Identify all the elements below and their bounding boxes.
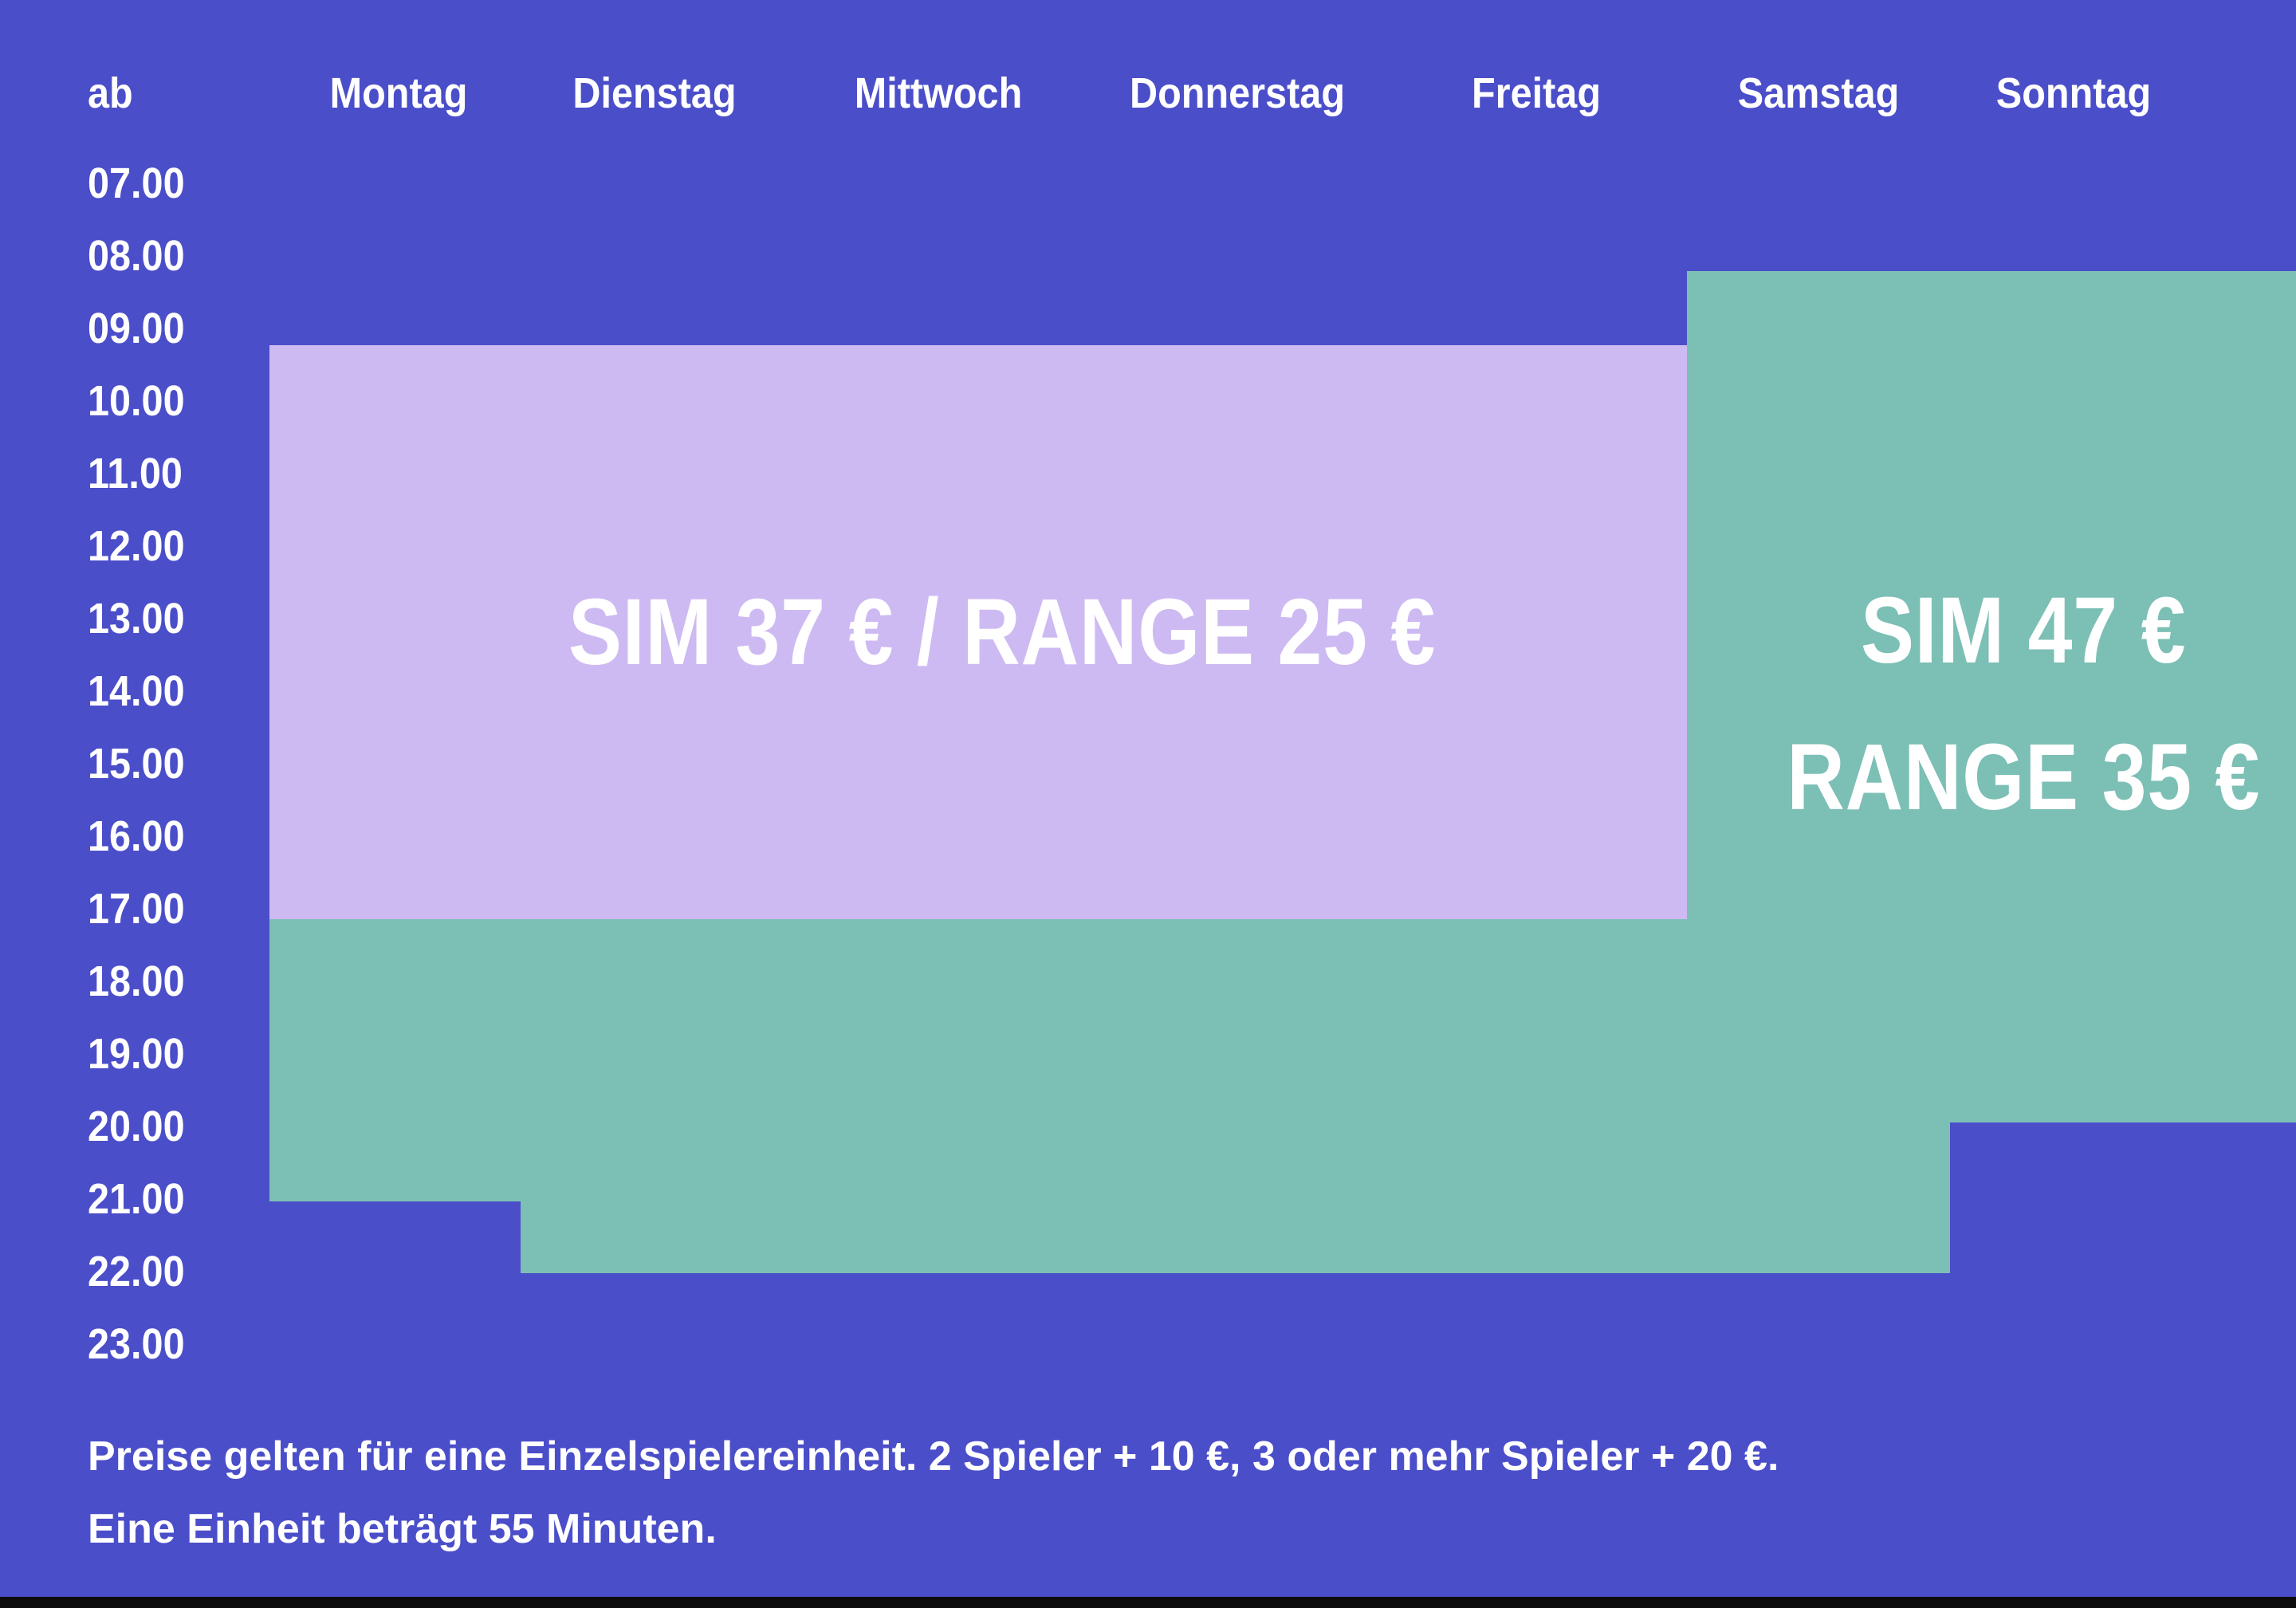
zone-evening-weekend-saturday-block [1687, 1122, 1950, 1273]
day-header-samstag: Samstag [1737, 69, 1900, 117]
time-label-2100: 21.00 [88, 1175, 185, 1223]
time-label-1200: 12.00 [88, 522, 185, 570]
time-label-0800: 08.00 [88, 232, 185, 280]
day-header-mittwoch: Mittwoch [854, 69, 1023, 117]
time-label-1800: 18.00 [88, 957, 185, 1005]
time-label-2200: 22.00 [88, 1248, 185, 1295]
time-label-1500: 15.00 [88, 740, 185, 788]
day-header-donnerstag: Donnerstag [1129, 69, 1346, 117]
time-label-1300: 13.00 [88, 595, 185, 643]
footer-note-duration: Eine Einheit beträgt 55 Minuten. [88, 1506, 717, 1552]
zone-evening-weekend-label-line2: RANGE 35 € [1787, 725, 2260, 830]
zone-evening-weekend-bottom-strip [521, 1201, 1687, 1273]
day-header-sonntag: Sonntag [1995, 69, 2152, 117]
time-label-1700: 17.00 [88, 885, 185, 933]
time-label-2300: 23.00 [88, 1320, 185, 1368]
time-label-2000: 20.00 [88, 1103, 185, 1150]
zone-evening-weekend-weekday-block [269, 919, 1687, 1201]
time-label-1400: 14.00 [88, 667, 185, 715]
day-header-montag: Montag [329, 69, 468, 117]
footer-note-pricing: Preise gelten für eine Einzelspielereinh… [88, 1433, 1779, 1480]
time-axis-header-label: ab [88, 69, 133, 117]
day-header-freitag: Freitag [1471, 69, 1602, 117]
time-label-1000: 10.00 [88, 377, 185, 425]
zone-weekday-daytime: SIM 37 € / RANGE 25 € [269, 345, 1687, 919]
time-label-0700: 07.00 [88, 159, 185, 207]
zone-evening-weekend-block: SIM 47 € RANGE 35 € [1687, 271, 2296, 1122]
day-header-dienstag: Dienstag [572, 69, 737, 117]
time-label-0900: 09.00 [88, 305, 185, 352]
time-label-1100: 11.00 [88, 450, 183, 497]
time-label-1600: 16.00 [88, 812, 185, 860]
time-label-1900: 19.00 [88, 1030, 185, 1078]
bottom-edge-bar [0, 1597, 2296, 1608]
zone-evening-weekend-label-line1: SIM 47 € [1860, 578, 2187, 683]
zone-weekday-daytime-label: SIM 37 € / RANGE 25 € [568, 580, 1437, 685]
